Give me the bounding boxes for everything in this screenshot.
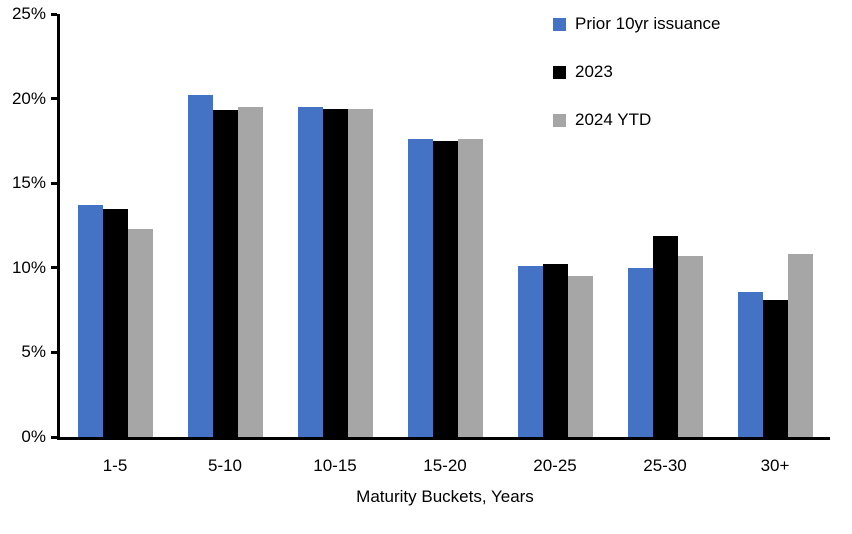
- legend-swatch: [553, 17, 566, 31]
- bar-group: [627, 235, 703, 437]
- y-axis-tick-label: 10%: [11, 257, 46, 277]
- x-axis-category-label: 30+: [760, 456, 790, 475]
- bar: [787, 254, 813, 437]
- bar: [737, 291, 763, 437]
- x-axis-title: Maturity Buckets, Years: [356, 487, 534, 506]
- y-axis-tick-label: 0%: [21, 427, 46, 446]
- bar: [212, 110, 238, 437]
- bar: [347, 108, 373, 437]
- bar: [677, 255, 703, 437]
- bar: [627, 267, 653, 437]
- bar: [762, 299, 788, 437]
- y-axis-tick-label: 15%: [11, 173, 46, 193]
- y-axis-tick: [51, 12, 57, 16]
- bar: [322, 108, 348, 437]
- bar-group: [737, 254, 813, 437]
- plot-area: [51, 12, 830, 440]
- legend-item: 2023: [553, 61, 721, 83]
- x-axis-category-label: 20-25: [533, 456, 577, 475]
- x-axis-category-label: 25-30: [643, 456, 687, 475]
- x-axis-category-label: 1-5: [102, 456, 128, 475]
- bar-group: [407, 139, 483, 437]
- bar: [187, 95, 213, 437]
- x-axis-category-label: 10-15: [313, 456, 357, 475]
- bar-group: [297, 107, 373, 437]
- bar: [567, 276, 593, 437]
- legend-label: 2023: [575, 62, 613, 81]
- bar: [297, 107, 323, 437]
- y-axis-tick: [51, 435, 57, 439]
- y-axis-tick: [51, 266, 57, 270]
- y-axis-tick: [51, 350, 57, 354]
- x-axis-category-label: 15-20: [423, 456, 467, 475]
- bar: [237, 107, 263, 437]
- legend-label: 2024 YTD: [575, 110, 652, 129]
- bar: [127, 228, 153, 437]
- bar: [102, 208, 128, 437]
- bar: [652, 235, 678, 437]
- bar: [517, 266, 543, 437]
- bar: [457, 139, 483, 437]
- legend-label: Prior 10yr issuance: [575, 14, 721, 33]
- legend-item: 2024 YTD: [553, 109, 721, 131]
- legend-item: Prior 10yr issuance: [553, 13, 721, 35]
- y-axis-tick-label: 25%: [11, 4, 46, 23]
- y-axis-tick: [51, 181, 57, 185]
- y-axis-tick-label: 5%: [21, 342, 46, 362]
- y-axis-tick-label: 20%: [11, 88, 46, 108]
- bar: [77, 205, 103, 437]
- y-axis-tick: [51, 97, 57, 101]
- bar: [542, 264, 568, 437]
- bar: [407, 139, 433, 437]
- legend-swatch: [553, 65, 566, 79]
- bar-group: [187, 95, 263, 437]
- bar-group: [517, 264, 593, 437]
- bar: [432, 140, 458, 437]
- bar-group: [77, 205, 153, 437]
- x-axis-category-label: 5-10: [207, 456, 243, 475]
- legend-swatch: [553, 113, 566, 127]
- legend: Prior 10yr issuance 2023 2024 YTD: [553, 13, 721, 157]
